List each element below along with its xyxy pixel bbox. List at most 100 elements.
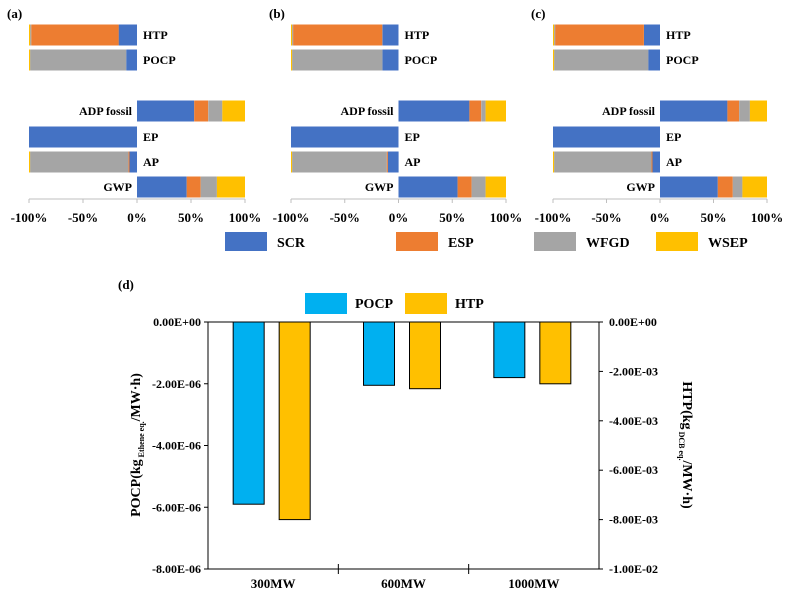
bar-wfgd-htp (30, 24, 32, 46)
bar-pocp-300mw (232, 321, 265, 505)
legend-label: WFGD (586, 236, 630, 251)
y-axis-title-right: HTP(kg DCB eq./MW·h) (677, 381, 694, 509)
bar-wsep-htp (291, 24, 293, 46)
legend-item-htp: HTP (405, 293, 484, 314)
category-label: 300MW (251, 576, 296, 591)
bar-esp-ap (386, 151, 388, 173)
bar-scr-adp-fossil (398, 100, 470, 122)
bar-wfgd-htp (292, 24, 294, 46)
bar-scr-htp (118, 24, 137, 46)
y2-tick-label: -8.00E-03 (609, 513, 658, 527)
bar-wsep-adp-fossil (485, 100, 506, 122)
legend-label: SCR (277, 236, 306, 251)
bar-scr-pocp (648, 49, 660, 71)
y2-tick-label: -2.00E-03 (609, 364, 658, 378)
x-tick-label: 100% (490, 210, 523, 225)
bar-scr-gwp (137, 176, 187, 198)
legend-label: ESP (448, 236, 474, 251)
panel-label: (a) (7, 6, 22, 21)
category-label: POCP (405, 53, 438, 67)
bar-esp-adp-fossil (469, 100, 482, 122)
legend-swatch (534, 232, 576, 251)
y-tick-label: -4.00E-06 (152, 439, 201, 453)
category-label: EP (666, 130, 681, 144)
y2-tick-label: 0.00E+00 (609, 315, 657, 329)
bar-wfgd-ap (292, 151, 387, 173)
bar-wsep-gwp (216, 176, 245, 198)
bar-pocp-1000mw (493, 321, 526, 379)
x-tick-label: 0% (389, 210, 409, 225)
bar-wfgd-pocp (30, 49, 127, 71)
category-label: 600MW (381, 576, 426, 591)
bar-htp-600mw (409, 321, 441, 390)
legend-item-wfgd: WFGD (534, 232, 630, 251)
bar-scr-ep (29, 126, 137, 148)
legend-swatch (305, 293, 347, 314)
bar-pocp-600mw (363, 321, 395, 386)
category-label: POCP (143, 53, 176, 67)
legend-label: WSEP (708, 236, 748, 251)
bar-wsep-adp-fossil (222, 100, 245, 122)
x-tick-label: 100% (229, 210, 262, 225)
category-label: HTP (143, 28, 168, 42)
category-label: POCP (666, 53, 699, 67)
bar-htp-1000mw (539, 321, 572, 385)
legend-item-esp: ESP (396, 232, 474, 251)
bar-esp-adp-fossil (727, 100, 740, 122)
bar-scr-htp (382, 24, 399, 46)
y2-tick-label: -4.00E-03 (609, 414, 658, 428)
panel-a: (a) HTP POCP ADP fossil EP AP GWP -100% -50% 0% 50… (7, 6, 261, 225)
bar-wsep-gwp (485, 176, 506, 198)
bar-scr-ep (291, 126, 399, 148)
bar-esp-htp (31, 24, 119, 46)
legend-swatch (225, 232, 267, 251)
bar-scr-pocp (382, 49, 399, 71)
bar-wfgd-adp-fossil (739, 100, 750, 122)
category-label: GWP (103, 180, 132, 194)
bar-esp-gwp (457, 176, 472, 198)
bar-wsep-adp-fossil (749, 100, 767, 122)
bar-wsep-pocp (291, 49, 293, 71)
y-tick-label: -6.00E-06 (152, 500, 201, 514)
category-label: AP (405, 155, 421, 169)
category-label: HTP (666, 28, 691, 42)
panel-d: (d) POCP HTP 0.00E+00 -2.00E-06 -4.00E-06 -6.0… (118, 277, 694, 591)
y-tick-label: 0.00E+00 (153, 315, 201, 329)
category-label: GWP (365, 180, 394, 194)
bar-wsep-ap (553, 151, 555, 173)
x-tick-label: 50% (701, 210, 727, 225)
bar-wfgd-gwp (200, 176, 217, 198)
bar-wfgd-gwp (471, 176, 486, 198)
bar-wfgd-htp (554, 24, 556, 46)
bar-scr-gwp (398, 176, 458, 198)
bar-scr-adp-fossil (137, 100, 195, 122)
category-label: ADP fossil (602, 104, 656, 118)
legend-top: SCR ESP WFGD WSEP (225, 232, 748, 251)
category-label: ADP fossil (79, 104, 133, 118)
bar-wsep-gwp (742, 176, 767, 198)
bar-esp-htp (555, 24, 644, 46)
bar-esp-ap (651, 151, 653, 173)
legend-item-wsep: WSEP (656, 232, 748, 251)
panel-label: (b) (269, 6, 285, 21)
legend-item-scr: SCR (225, 232, 306, 251)
category-label: HTP (405, 28, 430, 42)
bar-wfgd-pocp (292, 49, 383, 71)
y2-tick-label: -6.00E-03 (609, 463, 658, 477)
panel-b: (b) HTP POCP ADP fossil EP AP GWP -100% -50% 0% 50… (269, 6, 522, 225)
bar-esp-gwp (717, 176, 733, 198)
bar-scr-gwp (660, 176, 718, 198)
panel-label: (d) (118, 277, 134, 292)
y-tick-label: -2.00E-06 (152, 377, 201, 391)
legend-label: HTP (455, 297, 484, 312)
x-tick-label: -100% (11, 210, 48, 225)
bar-wfgd-pocp (554, 49, 649, 71)
legend-swatch (396, 232, 438, 251)
bar-scr-ap (652, 151, 660, 173)
x-tick-label: 0% (650, 210, 670, 225)
panel-c: (c) HTP POCP ADP fossil EP AP GWP -100% -50% 0% 50… (531, 6, 783, 225)
bar-wsep-pocp (553, 49, 555, 71)
legend-item-pocp: POCP (305, 293, 394, 314)
bar-scr-ap (129, 151, 137, 173)
